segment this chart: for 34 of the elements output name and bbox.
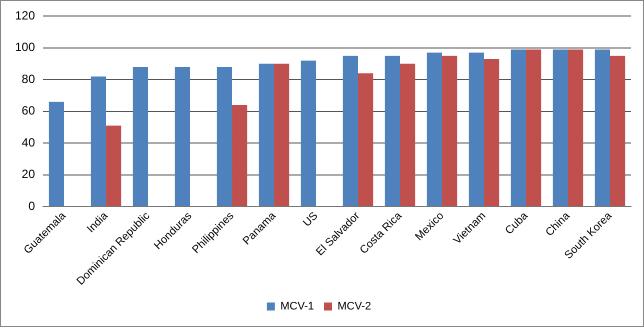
x-tick-label: US	[300, 210, 320, 230]
y-tick-label: 20	[22, 167, 36, 182]
y-tick-label: 0	[28, 198, 36, 213]
legend-label: MCV-1	[280, 300, 314, 313]
bar	[526, 50, 542, 206]
bar	[442, 56, 458, 206]
bar	[274, 64, 290, 206]
bar	[258, 64, 274, 206]
bar	[48, 102, 64, 206]
bar	[300, 60, 316, 206]
bar	[468, 52, 484, 206]
bar	[342, 56, 358, 206]
bar	[216, 66, 232, 206]
y-tick-label: 80	[22, 72, 36, 86]
bar	[568, 50, 584, 206]
y-tick-label: 40	[22, 135, 36, 150]
legend-label: MCV-2	[338, 300, 372, 313]
bar	[400, 64, 416, 206]
bar	[232, 105, 248, 206]
bar	[174, 66, 190, 206]
bar	[90, 76, 106, 206]
bar	[510, 50, 526, 206]
y-tick-label: 100	[14, 40, 36, 54]
y-tick-label: 120	[14, 8, 36, 23]
bar	[426, 52, 442, 206]
bar	[594, 50, 610, 206]
bar	[358, 73, 374, 206]
bar	[484, 59, 500, 206]
y-tick-label: 60	[22, 104, 36, 118]
bar	[552, 50, 568, 206]
bar	[610, 56, 626, 206]
bar	[106, 126, 122, 206]
bar	[384, 56, 400, 206]
bar	[132, 66, 148, 206]
